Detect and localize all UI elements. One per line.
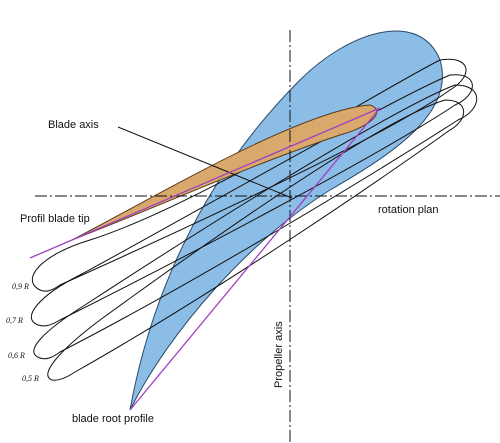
section-loops (31, 58, 478, 381)
label: Blade axis (48, 119, 99, 131)
label: blade root profile (72, 413, 154, 425)
label: Profil blade tip (20, 213, 90, 225)
loop (33, 84, 478, 360)
loop (31, 74, 473, 327)
section-label: 0,6 R (8, 351, 25, 360)
blade-axis-leader (117, 126, 293, 199)
section-label: 0,5 R (22, 374, 39, 383)
section-label: 0,7 R (6, 316, 23, 325)
blade-tip-profile (71, 104, 378, 241)
section-label: 0,9 R (12, 282, 29, 291)
loop (31, 58, 467, 292)
label: rotation plan (378, 204, 439, 216)
root-chord-line (129, 107, 381, 411)
label: Propeller axis (273, 321, 285, 388)
loop (47, 99, 465, 381)
tip-chord-line (29, 107, 381, 259)
